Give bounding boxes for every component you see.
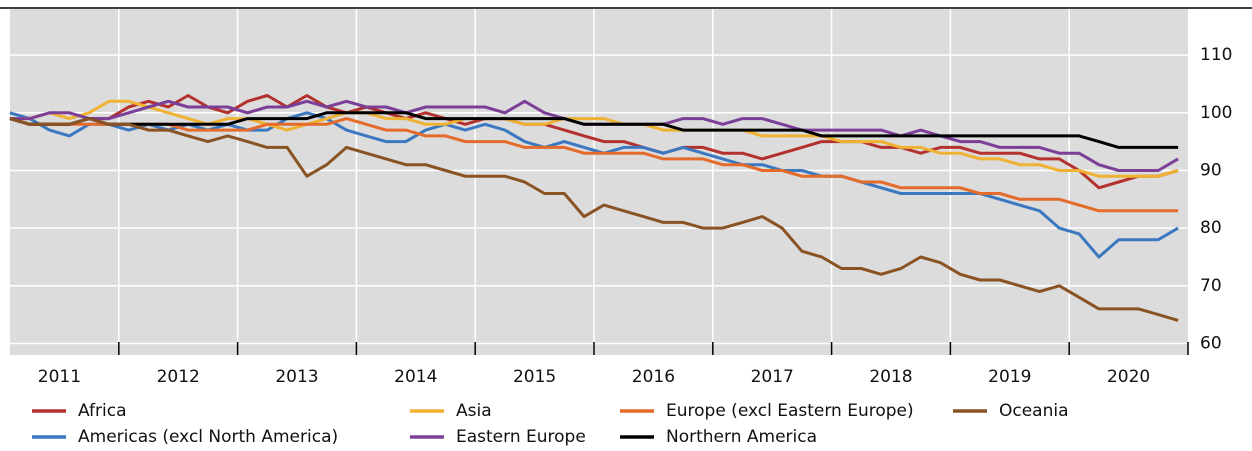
legend-label: Eastern Europe xyxy=(456,427,586,447)
series-line xyxy=(9,94,1179,190)
legend-label: Oceania xyxy=(999,401,1069,421)
x-tick-label: 2014 xyxy=(394,367,437,387)
y-tick-label: 110 xyxy=(1200,45,1232,65)
x-tick-label: 2015 xyxy=(513,367,556,387)
legend-label: Europe (excl Eastern Europe) xyxy=(666,401,914,421)
plot-area xyxy=(10,9,1188,355)
x-tick-label: 2013 xyxy=(275,367,318,387)
x-tick-label: 2011 xyxy=(38,367,81,387)
x-tick-label: 2019 xyxy=(988,367,1031,387)
legend-label: Asia xyxy=(456,401,492,421)
x-tick-label: 2012 xyxy=(157,367,200,387)
x-tick-label: 2017 xyxy=(751,367,794,387)
x-tick-label: 2018 xyxy=(869,367,912,387)
legend-label: Northern America xyxy=(666,427,817,447)
series-line xyxy=(9,117,1179,322)
series-line xyxy=(9,117,1179,213)
series-line xyxy=(9,111,1179,149)
y-tick-label: 100 xyxy=(1200,103,1232,123)
y-tick-label: 60 xyxy=(1200,333,1222,353)
x-tick-label: 2020 xyxy=(1107,367,1150,387)
legend-label: Americas (excl North America) xyxy=(78,427,338,447)
legend-label: Africa xyxy=(78,401,127,421)
y-tick-label: 80 xyxy=(1200,218,1222,238)
y-tick-label: 70 xyxy=(1200,276,1222,296)
x-tick-label: 2016 xyxy=(632,367,675,387)
y-tick-label: 90 xyxy=(1200,160,1222,180)
